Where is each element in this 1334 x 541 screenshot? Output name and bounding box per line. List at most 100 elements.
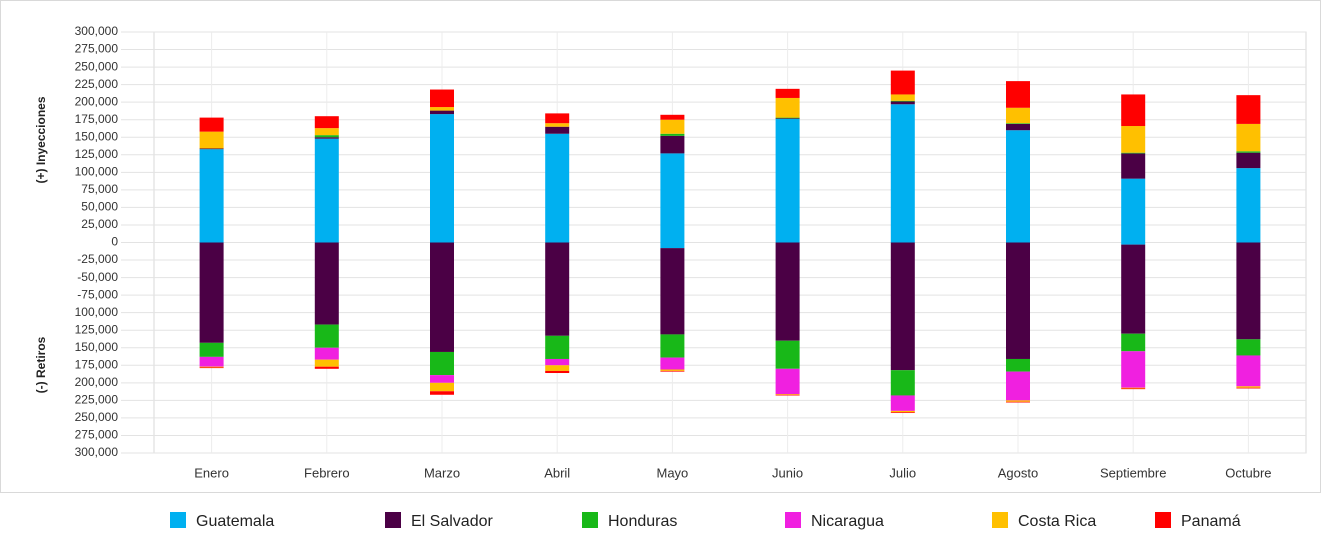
y-tick-label: 150,000 — [75, 129, 119, 143]
chart-frame — [0, 0, 1321, 493]
bar-segment — [1236, 386, 1261, 388]
bar-segment — [890, 242, 915, 371]
bar-segment — [1121, 388, 1146, 390]
y-tick-label: 50,000 — [81, 200, 118, 214]
bar-segment — [199, 356, 224, 367]
y-tick-label: 25,000 — [81, 217, 118, 231]
bar-segment — [1006, 242, 1030, 359]
x-tick-label: Abril — [544, 465, 570, 480]
bar-segment — [1121, 94, 1146, 127]
bar-segment — [660, 114, 685, 120]
bar-segment — [1121, 244, 1146, 334]
bar-segment — [314, 347, 339, 360]
y-tick-label: 250,000 — [75, 59, 119, 73]
legend-label: Panamá — [1181, 513, 1241, 530]
bar-segment — [430, 114, 454, 243]
bar-segment — [660, 357, 685, 370]
y-tick-label: 125,000 — [75, 322, 119, 336]
bar-segment — [1006, 130, 1030, 243]
bar-segment — [1006, 400, 1030, 402]
bar-segment — [545, 242, 570, 336]
bar-segment — [545, 358, 570, 366]
x-tick-label: Enero — [194, 465, 229, 480]
y-tick-label: 0 — [111, 235, 118, 249]
bar-segment — [314, 137, 339, 139]
bar-segment — [199, 131, 224, 149]
x-tick-label: Agosto — [998, 465, 1038, 480]
bar-segment — [1236, 387, 1261, 389]
x-tick-label: Septiembre — [1100, 465, 1166, 480]
y-tick-label: 150,000 — [75, 340, 119, 354]
legend-swatch — [170, 512, 186, 528]
legend-label: Honduras — [608, 513, 677, 530]
bar-segment — [660, 369, 685, 371]
y-tick-label: 100,000 — [75, 305, 119, 319]
y-tick-label: 125,000 — [75, 147, 119, 161]
bar-segment — [430, 375, 454, 383]
bar-segment — [314, 366, 339, 369]
bar-segment — [430, 382, 454, 392]
bar-segment — [1236, 151, 1261, 153]
bar-segment — [199, 117, 224, 132]
bar-segment — [1121, 333, 1146, 352]
legend-swatch — [582, 512, 598, 528]
bar-segment — [1006, 81, 1030, 108]
bar-segment — [430, 107, 454, 111]
legend-label: Costa Rica — [1018, 513, 1096, 530]
legend-label: Guatemala — [196, 513, 274, 530]
bar-segment — [890, 370, 915, 396]
bar-segment — [1121, 153, 1146, 179]
bar-segment — [430, 351, 454, 376]
bar-segment — [545, 126, 570, 134]
bar-segment — [890, 100, 915, 102]
bar-segment — [660, 135, 685, 154]
bar-segment — [545, 123, 570, 127]
bar-segment — [1006, 358, 1030, 372]
bar-segment — [314, 116, 339, 129]
bar-segment — [660, 133, 685, 136]
y-tick-label: 275,000 — [75, 42, 119, 56]
y-tick-label: 175,000 — [75, 112, 119, 126]
bar-segment — [1236, 123, 1261, 152]
bar-segment — [545, 370, 570, 374]
y-tick-label: -75,000 — [77, 287, 118, 301]
bar-segment — [890, 410, 915, 413]
bar-segment — [430, 391, 454, 395]
y-tick-label: 225,000 — [75, 393, 119, 407]
bar-segment — [545, 335, 570, 359]
y-tick-label: -25,000 — [77, 252, 118, 266]
bar-segment — [890, 104, 915, 243]
bar-segment — [775, 242, 800, 341]
legend-swatch — [785, 512, 801, 528]
bar-segment — [1121, 242, 1146, 245]
y-tick-label: 200,000 — [75, 375, 119, 389]
bar-segment — [660, 370, 685, 372]
bar-segment — [1236, 168, 1261, 243]
bar-segment — [314, 135, 339, 138]
bar-segment — [775, 117, 800, 119]
x-tick-label: Febrero — [304, 465, 350, 480]
bar-segment — [775, 340, 800, 369]
y-tick-label: 275,000 — [75, 428, 119, 442]
y-axis-title: (-) Retiros — [34, 336, 48, 393]
bar-segment — [199, 366, 224, 368]
bar-segment — [775, 394, 800, 395]
x-tick-label: Julio — [889, 465, 916, 480]
bar-segment — [199, 242, 224, 343]
y-tick-label: 100,000 — [75, 165, 119, 179]
bar-segment — [430, 89, 454, 108]
bar-segment — [660, 242, 685, 249]
bar-segment — [890, 94, 915, 101]
bar-segment — [660, 334, 685, 358]
y-tick-label: 225,000 — [75, 77, 119, 91]
x-tick-label: Junio — [772, 465, 803, 480]
legend-swatch — [992, 512, 1008, 528]
x-tick-label: Mayo — [657, 465, 689, 480]
bar-segment — [1006, 123, 1030, 124]
bar-segment — [660, 153, 685, 243]
bar-segment — [314, 242, 339, 325]
bar-segment — [775, 119, 800, 243]
y-axis-title: (+) Inyecciones — [34, 96, 48, 183]
bar-segment — [890, 101, 915, 105]
